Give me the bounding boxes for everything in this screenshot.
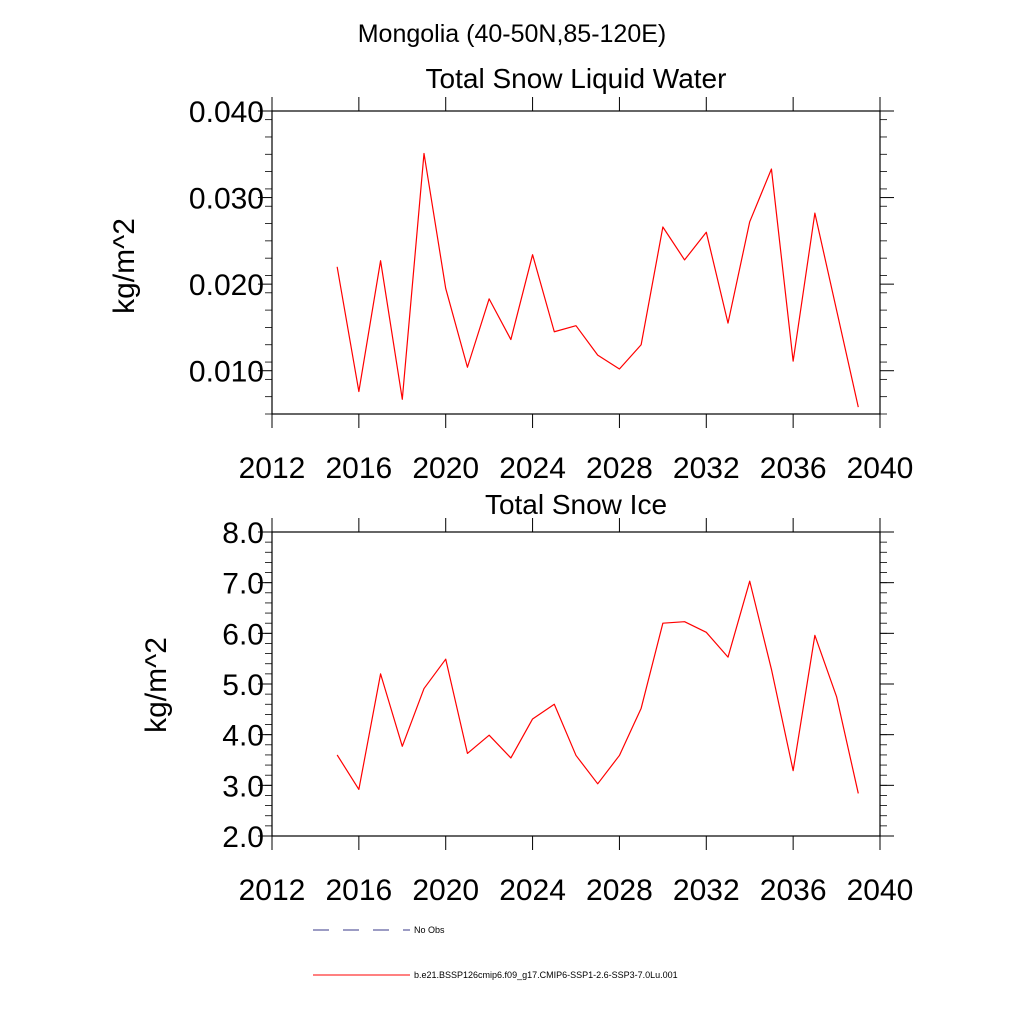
y-tick-label: 5.0 bbox=[222, 669, 264, 702]
plot-frame bbox=[271, 110, 881, 415]
legend-label-no-obs: No Obs bbox=[414, 925, 445, 935]
x-tick-label: 2024 bbox=[499, 452, 566, 485]
y-tick-label: 7.0 bbox=[222, 568, 264, 601]
x-tick-label: 2016 bbox=[325, 874, 392, 907]
chart-panel-snow-ice: Total Snow Ice kg/m^2 2012 2016 2020 2024 20… bbox=[140, 489, 913, 907]
x-tick-label: 2032 bbox=[673, 452, 740, 485]
x-tick-label: 2012 bbox=[239, 452, 306, 485]
y-tick-label: 0.030 bbox=[189, 183, 264, 216]
chart-panel-snow-liquid-water: Total Snow Liquid Water kg/m^2 2012 2016 2… bbox=[108, 63, 913, 485]
y-axis-label: kg/m^2 bbox=[108, 218, 141, 314]
x-tick-label: 2012 bbox=[239, 874, 306, 907]
x-tick-label: 2036 bbox=[760, 452, 827, 485]
x-tick-label: 2028 bbox=[586, 452, 653, 485]
x-tick-label: 2040 bbox=[847, 452, 914, 485]
plot-frame bbox=[271, 531, 881, 837]
y-axis-label: kg/m^2 bbox=[140, 637, 173, 733]
x-tick-label: 2028 bbox=[586, 874, 653, 907]
legend-label-model-run: b.e21.BSSP126cmip6.f09_g17.CMIP6-SSP1-2.… bbox=[414, 970, 678, 980]
y-tick-label: 6.0 bbox=[222, 618, 264, 651]
series-line bbox=[336, 152, 859, 408]
y-tick-label: 0.020 bbox=[189, 269, 264, 302]
page-title: Mongolia (40-50N,85-120E) bbox=[358, 20, 667, 48]
chart-title: Total Snow Ice bbox=[485, 489, 667, 520]
y-tick-label: 2.0 bbox=[222, 821, 264, 854]
y-tick-label: 0.010 bbox=[189, 356, 264, 389]
x-tick-label: 2020 bbox=[412, 452, 479, 485]
x-tick-label: 2036 bbox=[760, 874, 827, 907]
x-tick-label: 2020 bbox=[412, 874, 479, 907]
x-tick-label: 2016 bbox=[325, 452, 392, 485]
x-tick-label: 2024 bbox=[499, 874, 566, 907]
chart-title: Total Snow Liquid Water bbox=[426, 63, 727, 94]
series-line bbox=[336, 580, 859, 794]
y-tick-label: 0.040 bbox=[189, 96, 264, 129]
legend: No Obs b.e21.BSSP126cmip6.f09_g17.CMIP6-… bbox=[313, 925, 678, 980]
y-tick-label: 3.0 bbox=[222, 770, 264, 803]
y-tick-label: 4.0 bbox=[222, 720, 264, 753]
x-tick-label: 2040 bbox=[847, 874, 914, 907]
x-tick-label: 2032 bbox=[673, 874, 740, 907]
y-tick-label: 8.0 bbox=[222, 517, 264, 550]
